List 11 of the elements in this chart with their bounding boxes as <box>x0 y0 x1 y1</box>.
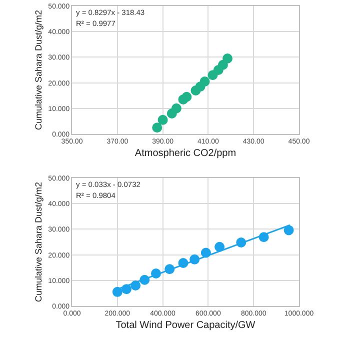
point <box>200 76 210 87</box>
x-axis-title: Total Wind Power Capacity/GW <box>116 320 256 331</box>
y-axis-title: Cumulative Sahara Dust/g/m2 <box>34 10 44 130</box>
y-axis-title: Cumulative Sahara Dust/g/m2 <box>34 182 44 302</box>
point <box>182 92 192 102</box>
point <box>171 103 182 114</box>
point <box>152 122 162 133</box>
x-axis-title: Atmospheric CO2/ppm <box>134 148 236 159</box>
point <box>222 53 232 64</box>
point <box>158 114 168 125</box>
point <box>284 225 294 236</box>
